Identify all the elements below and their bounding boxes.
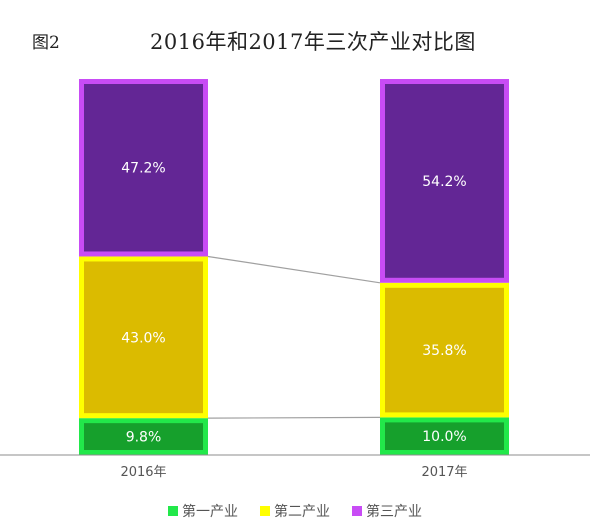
- bar-segment-secondary-2017: [380, 282, 509, 418]
- data-label-primary-2017: 10.0%: [422, 429, 466, 445]
- legend-swatch-tertiary: [352, 506, 362, 516]
- bar-stacks: [79, 79, 509, 456]
- legend-swatch-primary: [168, 506, 178, 516]
- bar-segment-tertiary-2016: [79, 79, 208, 257]
- legend-label-tertiary: 第三产业: [366, 504, 422, 520]
- legend-item-primary: 第一产业: [168, 501, 238, 521]
- chart-title: 2016年和2017年三次产业对比图: [150, 30, 476, 54]
- legend-label-primary: 第一产业: [182, 504, 238, 520]
- bar-segment-tertiary-2017: [380, 79, 509, 283]
- x-tick-2016: 2016年: [120, 465, 166, 480]
- data-label-tertiary-2017: 54.2%: [422, 174, 466, 190]
- legend-label-secondary: 第二产业: [274, 504, 330, 520]
- legend: 第一产业 第二产业 第三产业: [0, 501, 590, 521]
- bar-segment-secondary-2016: [79, 256, 208, 419]
- series-connectors: [207, 255, 381, 419]
- data-label-tertiary-2016: 47.2%: [121, 161, 165, 177]
- data-labels: 9.8% 43.0% 47.2% 10.0% 35.8% 54.2%: [121, 161, 466, 446]
- legend-item-tertiary: 第三产业: [352, 501, 422, 521]
- data-label-primary-2016: 9.8%: [126, 430, 162, 446]
- data-label-secondary-2016: 43.0%: [121, 330, 165, 346]
- connector-line-primary: [207, 416, 381, 419]
- x-tick-labels: 2016年 2017年: [120, 465, 467, 480]
- legend-item-secondary: 第二产业: [260, 501, 330, 521]
- legend-swatch-secondary: [260, 506, 270, 516]
- bar-segment-primary-2017: [380, 417, 509, 455]
- figure-label: 图2: [32, 33, 60, 53]
- data-label-secondary-2017: 35.8%: [422, 343, 466, 359]
- bar-segment-primary-2016: [79, 418, 208, 456]
- x-tick-2017: 2017年: [421, 465, 467, 480]
- connector-line-secondary: [207, 255, 381, 284]
